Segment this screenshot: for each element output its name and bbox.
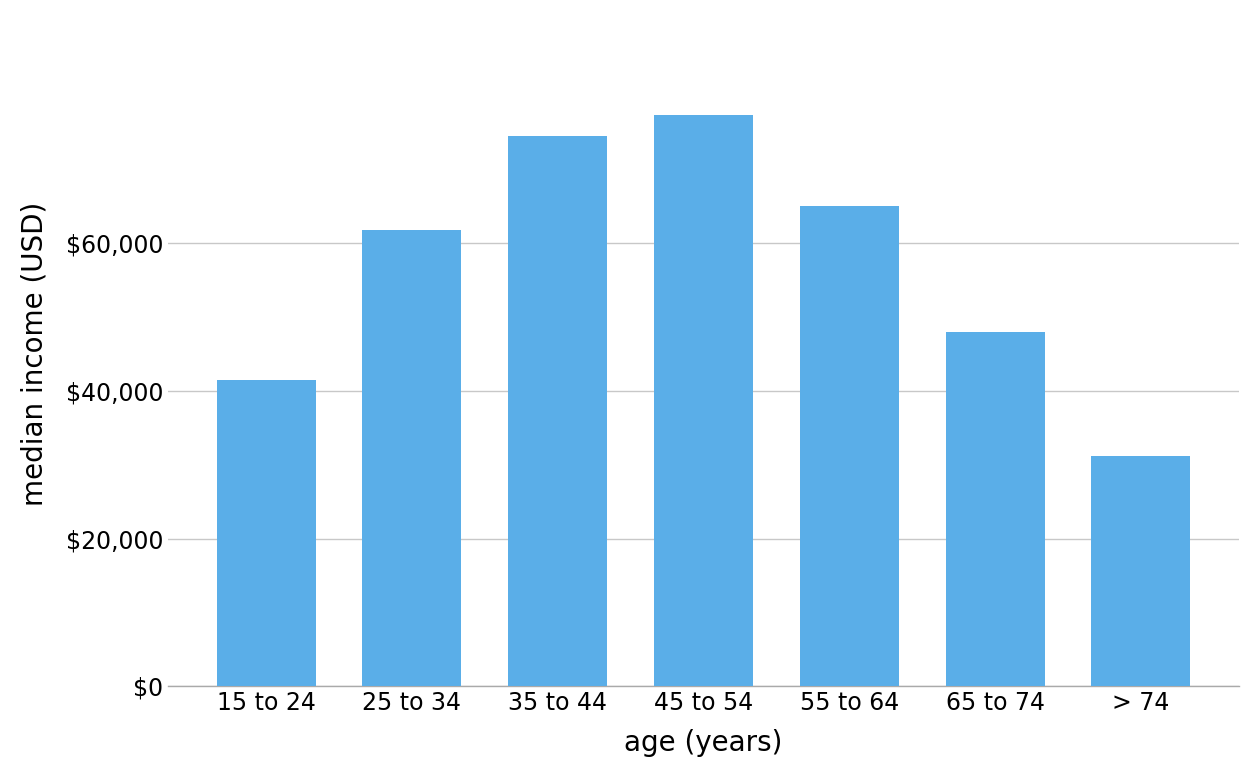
X-axis label: age (years): age (years) (624, 729, 782, 757)
Bar (800, 205, 898, 686)
Bar (654, 115, 753, 686)
Bar (508, 136, 607, 686)
Y-axis label: median income (USD): median income (USD) (21, 202, 49, 506)
Bar (945, 331, 1045, 686)
Bar (217, 380, 316, 686)
Bar (1091, 456, 1191, 686)
Bar (363, 230, 461, 686)
